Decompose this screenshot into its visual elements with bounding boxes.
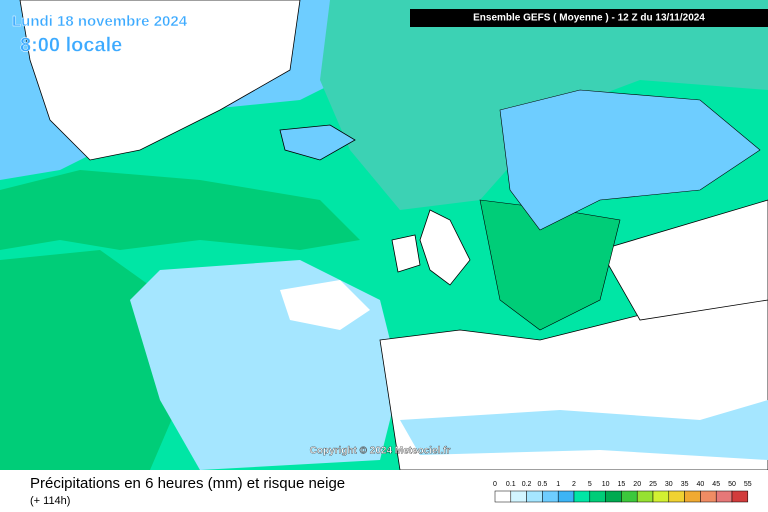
legend-label: 25 (649, 481, 657, 488)
britain (419, 209, 471, 286)
precip-area (0, 170, 360, 250)
legend-label: 40 (697, 481, 705, 488)
legend-swatch (684, 490, 701, 503)
copyright: Copyright © 2024 Meteociel.fr (310, 446, 451, 457)
time-label: 8:00 locale (20, 34, 122, 56)
legend-label: 10 (602, 481, 610, 488)
legend-label: 0.5 (538, 481, 548, 488)
legend-swatch (573, 490, 591, 503)
legend-label: 0 (493, 481, 497, 488)
legend-label: 1 (556, 481, 560, 488)
legend-swatch (621, 490, 638, 503)
greenland (19, 0, 301, 161)
legend-swatch (542, 490, 559, 503)
legend-label: 45 (712, 481, 720, 488)
legend-swatch (605, 490, 622, 503)
legend-swatch (636, 490, 654, 503)
legend-swatch (715, 490, 733, 503)
legend-label: 50 (728, 481, 736, 488)
legend-swatch (589, 490, 606, 503)
legend-label: 30 (665, 481, 673, 488)
legend-label: 15 (618, 481, 626, 488)
footer-title: Précipitations en 6 heures (mm) et risqu… (30, 475, 345, 492)
legend-swatch (652, 490, 670, 503)
iceland (279, 124, 356, 161)
legend-label: 2 (572, 481, 576, 488)
model-label: Ensemble GEFS ( Moyenne ) - 12 Z du 13/1… (473, 13, 705, 24)
legend-swatch (700, 490, 717, 503)
legend-label: 55 (744, 481, 752, 488)
legend-label: 35 (681, 481, 689, 488)
land (599, 199, 768, 321)
legend-swatch (494, 490, 512, 503)
precip-area (400, 400, 768, 460)
legend-swatch (510, 490, 527, 503)
header-box (410, 9, 768, 27)
legend-label: 0.2 (522, 481, 532, 488)
legend-swatch (731, 490, 749, 503)
legend-label: 20 (633, 481, 641, 488)
ireland (391, 234, 421, 273)
legend: 0 0.1 0.2 0.5 1 2 5 10 15 20 25 30 35 40 45 50 55 (493, 481, 752, 503)
date-label: Lundi 18 novembre 2024 (12, 13, 188, 30)
legend-swatch (557, 490, 575, 503)
dry-area (280, 280, 370, 330)
legend-label: 5 (588, 481, 592, 488)
footer-lead: (+ 114h) (30, 495, 70, 507)
legend-swatch (526, 490, 543, 503)
legend-swatch (668, 490, 685, 503)
legend-label: 0.1 (506, 481, 516, 488)
scandinavia (499, 89, 761, 231)
